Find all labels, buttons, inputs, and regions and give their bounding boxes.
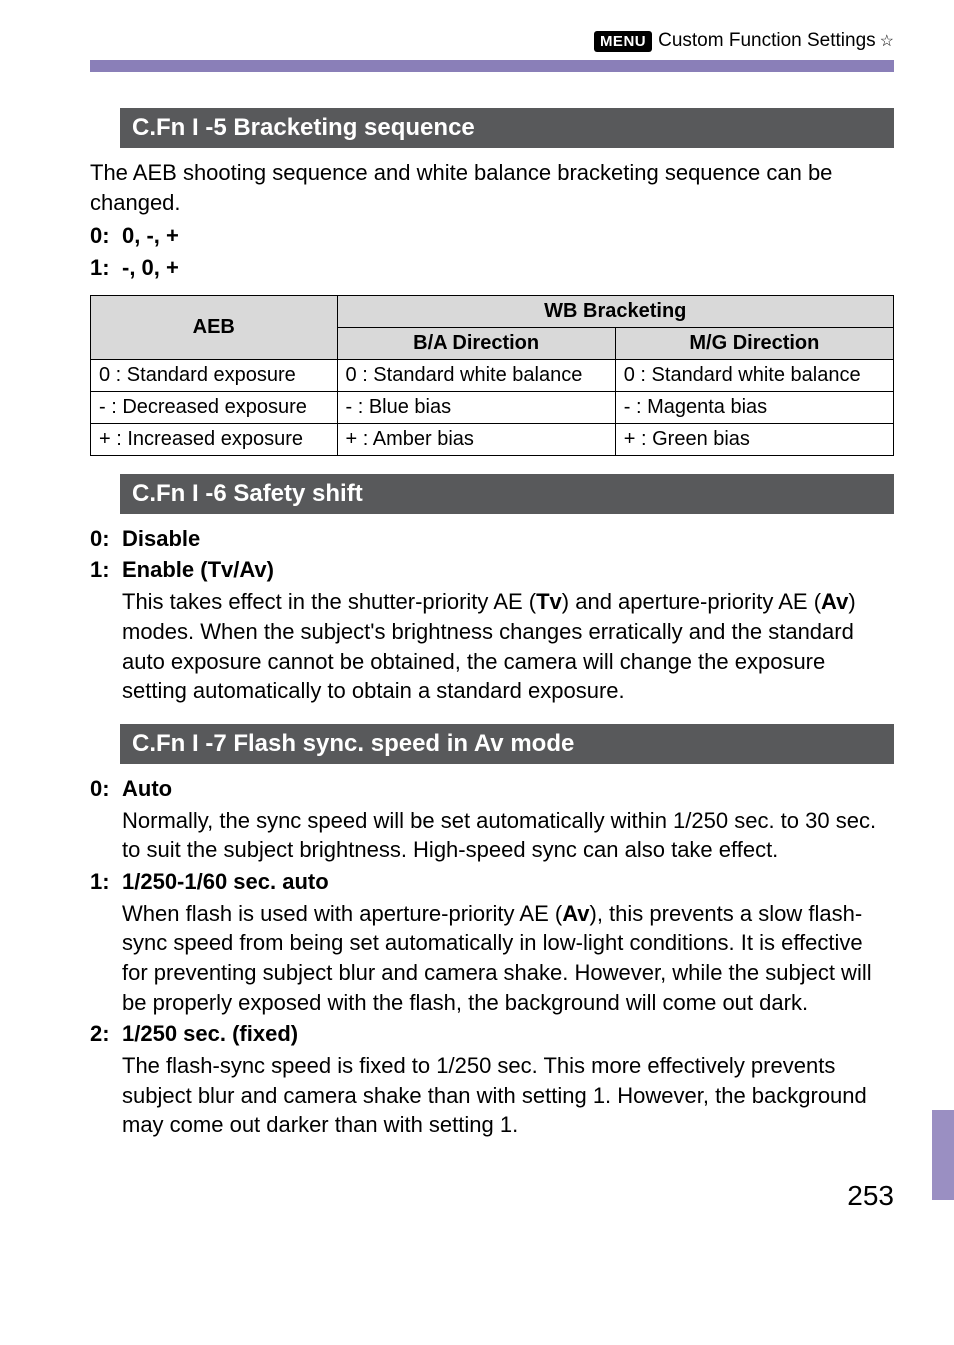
fs-option-0-number: 0: xyxy=(90,774,122,804)
ss-option-1-row: 1: Enable (Tv/Av) xyxy=(90,555,894,585)
ss-body-mid: ) and aperture-priority AE ( xyxy=(562,589,821,614)
fs-option-1-number: 1: xyxy=(90,867,122,897)
cell-aeb: - : Decreased exposure xyxy=(91,391,338,423)
fs-option-2-body: The flash-sync speed is fixed to 1/250 s… xyxy=(122,1051,894,1140)
fs-option-0-label: Auto xyxy=(122,774,172,804)
fs-option-1-row: 1: 1/250-1/60 sec. auto xyxy=(90,867,894,897)
table-row: - : Decreased exposure - : Blue bias - :… xyxy=(91,391,894,423)
section-heading-bracketing: C.Fn I -5 Bracketing sequence xyxy=(120,108,894,148)
fs-option-0-body: Normally, the sync speed will be set aut… xyxy=(122,806,894,865)
ss-option-1-body: This takes effect in the shutter-priorit… xyxy=(122,587,894,706)
av-mode-icon: Av xyxy=(562,901,589,926)
cell-mg: - : Magenta bias xyxy=(615,391,893,423)
fs-option-1-label: 1/250-1/60 sec. auto xyxy=(122,867,329,897)
menu-badge: MENU xyxy=(594,31,652,52)
option-0-number: 0: xyxy=(90,221,122,251)
manual-page: MENU Custom Function Settings ☆ C.Fn I -… xyxy=(0,0,954,1252)
fs1-pre: When flash is used with aperture-priorit… xyxy=(122,901,562,926)
page-header: MENU Custom Function Settings ☆ xyxy=(90,30,894,52)
option-0-row: 0: 0, -, + xyxy=(90,221,894,251)
section-side-tab xyxy=(932,1110,954,1200)
bracketing-intro: The AEB shooting sequence and white bala… xyxy=(90,158,894,217)
option-1-row: 1: -, 0, + xyxy=(90,253,894,283)
ss-option-0-number: 0: xyxy=(90,524,122,554)
ss-option-1-label: Enable (Tv/Av) xyxy=(122,555,274,585)
section-heading-safety-shift: C.Fn I -6 Safety shift xyxy=(120,474,894,514)
star-icon: ☆ xyxy=(880,31,894,51)
col-header-ba: B/A Direction xyxy=(337,327,615,359)
fs-option-2-label: 1/250 sec. (fixed) xyxy=(122,1019,298,1049)
ss-body-pre: This takes effect in the shutter-priorit… xyxy=(122,589,536,614)
ss-option-0-row: 0: Disable xyxy=(90,524,894,554)
option-0-label: 0, -, + xyxy=(122,221,179,251)
header-title: Custom Function Settings xyxy=(658,30,876,52)
ss-option-0-label: Disable xyxy=(122,524,200,554)
col-header-wb: WB Bracketing xyxy=(337,295,893,327)
table-row: + : Increased exposure + : Amber bias + … xyxy=(91,423,894,455)
cell-mg: 0 : Standard white balance xyxy=(615,359,893,391)
cell-ba: - : Blue bias xyxy=(337,391,615,423)
option-1-number: 1: xyxy=(90,253,122,283)
page-number: 253 xyxy=(90,1180,894,1212)
table-row: 0 : Standard exposure 0 : Standard white… xyxy=(91,359,894,391)
fs-option-1-body: When flash is used with aperture-priorit… xyxy=(122,899,894,1018)
section-heading-flash-sync: C.Fn I -7 Flash sync. speed in Av mode xyxy=(120,724,894,764)
cell-mg: + : Green bias xyxy=(615,423,893,455)
cell-ba: 0 : Standard white balance xyxy=(337,359,615,391)
col-header-aeb: AEB xyxy=(91,295,338,359)
col-header-mg: M/G Direction xyxy=(615,327,893,359)
cell-aeb: + : Increased exposure xyxy=(91,423,338,455)
fs-option-2-row: 2: 1/250 sec. (fixed) xyxy=(90,1019,894,1049)
table-header-row-1: AEB WB Bracketing xyxy=(91,295,894,327)
header-accent-bar xyxy=(90,60,894,72)
av-mode-icon: Av xyxy=(821,589,848,614)
cell-aeb: 0 : Standard exposure xyxy=(91,359,338,391)
cell-ba: + : Amber bias xyxy=(337,423,615,455)
tv-mode-icon: Tv xyxy=(536,589,562,614)
ss-option-1-number: 1: xyxy=(90,555,122,585)
bracketing-table: AEB WB Bracketing B/A Direction M/G Dire… xyxy=(90,295,894,456)
fs-option-0-row: 0: Auto xyxy=(90,774,894,804)
fs-option-2-number: 2: xyxy=(90,1019,122,1049)
option-1-label: -, 0, + xyxy=(122,253,179,283)
